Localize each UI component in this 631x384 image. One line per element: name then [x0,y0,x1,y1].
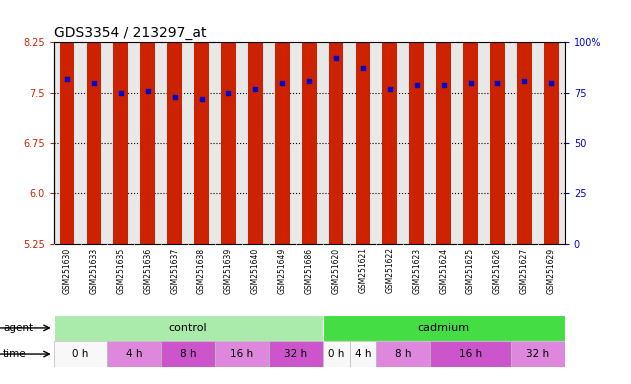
Bar [436,0,451,244]
Bar [107,341,162,367]
Point [492,79,502,86]
Bar [167,0,182,244]
Bar [215,341,269,367]
Bar [302,0,317,244]
Bar [194,0,209,244]
Point [196,96,206,102]
Bar [430,341,511,367]
Bar [382,0,398,244]
Point [116,89,126,96]
Text: GDS3354 / 213297_at: GDS3354 / 213297_at [54,26,206,40]
Text: 0 h: 0 h [328,349,345,359]
Text: time: time [3,349,27,359]
Bar [275,0,290,244]
Bar [350,341,377,367]
Text: GSM251637: GSM251637 [170,247,179,294]
Text: GSM251626: GSM251626 [493,247,502,293]
Bar [162,341,215,367]
Point [439,81,449,88]
Text: GSM251638: GSM251638 [197,247,206,293]
Point [519,78,529,84]
Bar [511,341,565,367]
Text: agent: agent [3,323,33,333]
Bar [60,0,74,244]
Bar [490,0,505,244]
Bar [322,315,565,341]
Bar [54,341,107,367]
Point [412,81,422,88]
Point [277,79,287,86]
Text: GSM251640: GSM251640 [251,247,260,294]
Text: GSM251621: GSM251621 [358,247,367,293]
Text: 16 h: 16 h [459,349,482,359]
Text: 32 h: 32 h [284,349,307,359]
Text: GSM251624: GSM251624 [439,247,448,293]
Text: cadmium: cadmium [418,323,469,333]
Bar [269,341,322,367]
Bar [377,341,430,367]
Point [304,78,314,84]
Point [62,76,72,82]
Bar [86,0,102,244]
Text: GSM251627: GSM251627 [520,247,529,293]
Bar [114,0,128,244]
Point [143,88,153,94]
Bar [544,0,558,244]
Text: GSM251620: GSM251620 [332,247,341,293]
Text: GSM251639: GSM251639 [224,247,233,294]
Bar [517,0,532,244]
Bar [248,0,262,244]
Text: GSM251636: GSM251636 [143,247,152,294]
Bar [140,0,155,244]
Bar [463,0,478,244]
Text: GSM251629: GSM251629 [547,247,556,293]
Point [546,79,557,86]
Point [331,55,341,61]
Point [170,94,180,100]
Text: GSM251622: GSM251622 [386,247,394,293]
Text: GSM251623: GSM251623 [412,247,422,293]
Text: GSM251649: GSM251649 [278,247,286,294]
Point [358,65,368,71]
Text: 8 h: 8 h [395,349,411,359]
Text: control: control [169,323,208,333]
Text: 4 h: 4 h [355,349,371,359]
Text: GSM251630: GSM251630 [62,247,71,294]
Point [251,86,261,92]
Text: 32 h: 32 h [526,349,550,359]
Point [466,79,476,86]
Bar [322,341,350,367]
Bar [54,315,322,341]
Point [385,86,395,92]
Bar [329,0,343,244]
Text: GSM251625: GSM251625 [466,247,475,293]
Text: 4 h: 4 h [126,349,143,359]
Text: 8 h: 8 h [180,349,196,359]
Text: GSM251633: GSM251633 [90,247,98,294]
Text: GSM251635: GSM251635 [116,247,126,294]
Bar [356,0,370,244]
Point [223,89,233,96]
Text: GSM251686: GSM251686 [305,247,314,293]
Text: 16 h: 16 h [230,349,254,359]
Point [89,79,99,86]
Bar [410,0,424,244]
Bar [221,0,236,244]
Text: 0 h: 0 h [73,349,89,359]
